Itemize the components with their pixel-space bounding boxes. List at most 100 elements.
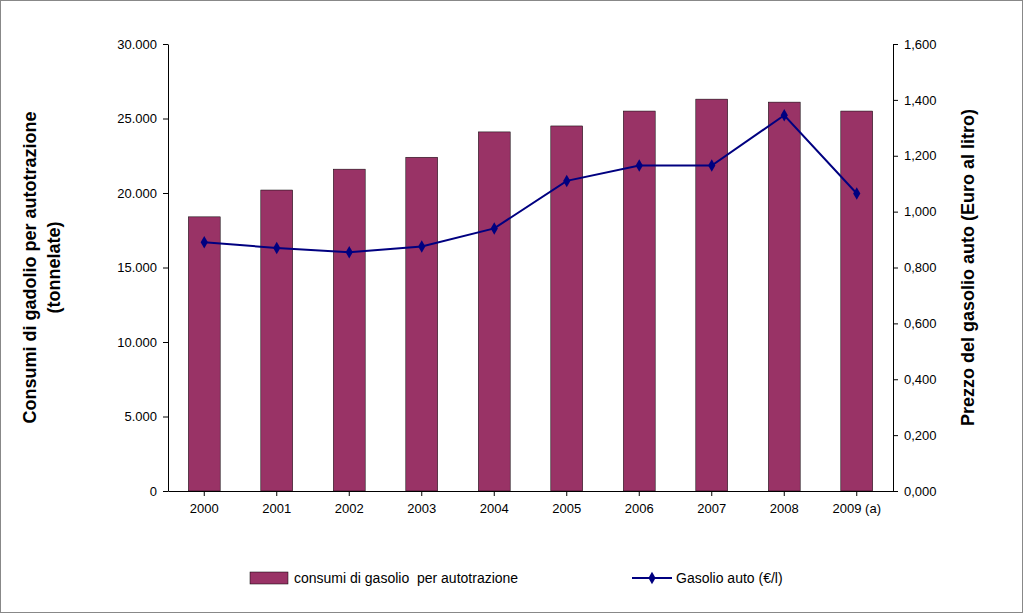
chart: 0 5.000 10.000 15.000 20.000 25.000 30.000 0,00… bbox=[0, 0, 1023, 613]
tick-mark bbox=[893, 268, 898, 269]
bar bbox=[768, 102, 800, 491]
marker bbox=[853, 187, 860, 199]
bar bbox=[333, 169, 365, 491]
marker bbox=[636, 159, 643, 171]
tick-label: 2007 bbox=[697, 501, 726, 516]
tick-mark bbox=[163, 342, 168, 343]
tick: 0,800 bbox=[893, 260, 937, 275]
legend-label: Gasolio auto (€/l) bbox=[676, 570, 783, 586]
marker bbox=[708, 159, 715, 171]
y-axis: 0 5.000 10.000 15.000 20.000 25.000 30.000 bbox=[117, 37, 168, 499]
y-axis-title-line: Consumi di gadolio per autotrazione bbox=[20, 111, 40, 423]
tick-mark bbox=[893, 44, 898, 45]
tick-label: 0,000 bbox=[904, 484, 937, 499]
bar bbox=[841, 111, 873, 491]
tick-mark bbox=[893, 491, 898, 492]
tick: 20.000 bbox=[117, 186, 168, 201]
tick-mark bbox=[893, 100, 898, 101]
bar bbox=[478, 132, 510, 491]
tick-label: 2008 bbox=[770, 501, 799, 516]
tick: 2001 bbox=[262, 491, 291, 516]
tick-label: 15.000 bbox=[117, 260, 157, 275]
tick: 0,200 bbox=[893, 428, 937, 443]
tick-mark bbox=[421, 491, 422, 496]
x-axis: 2000 2001 2002 2003 2004 2005 2006 2007 2008 2009… bbox=[169, 491, 894, 516]
bar bbox=[188, 217, 220, 491]
axis-line bbox=[168, 45, 169, 492]
tick: 2000 bbox=[190, 491, 219, 516]
legend: consumi di gasolio per autotrazione Gasol… bbox=[250, 570, 783, 586]
tick-label: 0,600 bbox=[904, 316, 937, 331]
y-axis-title-line: (tonnelate) bbox=[44, 221, 64, 313]
plot-data bbox=[188, 99, 872, 491]
tick-mark bbox=[163, 268, 168, 269]
tick: 1,400 bbox=[893, 93, 937, 108]
tick-mark bbox=[566, 491, 567, 496]
tick-mark bbox=[639, 491, 640, 496]
tick-label: 5.000 bbox=[124, 409, 157, 424]
tick: 30.000 bbox=[117, 37, 168, 52]
tick-mark bbox=[893, 435, 898, 436]
tick-mark bbox=[494, 491, 495, 496]
tick-label: 2006 bbox=[625, 501, 654, 516]
tick-label: 1,600 bbox=[904, 37, 937, 52]
tick: 25.000 bbox=[117, 111, 168, 126]
marker bbox=[346, 246, 353, 258]
chart-frame bbox=[1, 1, 1023, 613]
tick-mark bbox=[893, 212, 898, 213]
marker bbox=[563, 175, 570, 187]
tick-mark bbox=[711, 491, 712, 496]
tick-label: 25.000 bbox=[117, 111, 157, 126]
tick: 0,400 bbox=[893, 372, 937, 387]
tick-mark bbox=[204, 491, 205, 496]
tick-label: 0,200 bbox=[904, 428, 937, 443]
tick: 2003 bbox=[407, 491, 436, 516]
marker bbox=[273, 242, 280, 254]
tick: 2007 bbox=[697, 491, 726, 516]
tick-mark bbox=[893, 156, 898, 157]
tick: 1,000 bbox=[893, 204, 937, 219]
tick-label: 2000 bbox=[190, 501, 219, 516]
legend-label: consumi di gasolio per autotrazione bbox=[294, 570, 518, 586]
tick: 0,000 bbox=[893, 484, 937, 499]
tick: 10.000 bbox=[117, 335, 168, 350]
bar bbox=[261, 190, 293, 491]
tick-label: 30.000 bbox=[117, 37, 157, 52]
tick-label: 2005 bbox=[552, 501, 581, 516]
tick-mark bbox=[163, 119, 168, 120]
tick-label: 1,400 bbox=[904, 93, 937, 108]
legend-marker bbox=[648, 572, 655, 584]
tick-mark bbox=[163, 44, 168, 45]
tick: 15.000 bbox=[117, 260, 168, 275]
tick-mark bbox=[276, 491, 277, 496]
tick: 2008 bbox=[770, 491, 799, 516]
tick: 2002 bbox=[335, 491, 364, 516]
tick-label: 2003 bbox=[407, 501, 436, 516]
tick: 5.000 bbox=[124, 409, 168, 424]
tick-label: 1,200 bbox=[904, 148, 937, 163]
tick: 2004 bbox=[480, 491, 509, 516]
tick-label: 0,400 bbox=[904, 372, 937, 387]
bar bbox=[551, 126, 583, 491]
tick: 2005 bbox=[552, 491, 581, 516]
tick: 2009 (a) bbox=[833, 491, 881, 516]
tick-label: 1,000 bbox=[904, 204, 937, 219]
tick-label: 0 bbox=[150, 484, 157, 499]
tick: 0 bbox=[150, 484, 168, 499]
tick-mark bbox=[163, 193, 168, 194]
tick-mark bbox=[784, 491, 785, 496]
tick-label: 2002 bbox=[335, 501, 364, 516]
bar bbox=[406, 157, 438, 491]
legend-swatch bbox=[250, 572, 288, 584]
y-axis-title: Consumi di gadolio per autotrazione(tonn… bbox=[20, 111, 64, 423]
y2-axis-title: Prezzo del gasolio auto (Euro al litro) bbox=[958, 109, 978, 426]
tick-label: 2004 bbox=[480, 501, 509, 516]
tick-label: 10.000 bbox=[117, 335, 157, 350]
tick-label: 20.000 bbox=[117, 186, 157, 201]
marker bbox=[418, 240, 425, 252]
tick-mark bbox=[856, 491, 857, 496]
marker bbox=[781, 109, 788, 121]
tick: 0,600 bbox=[893, 316, 937, 331]
tick-label: 0,800 bbox=[904, 260, 937, 275]
line bbox=[204, 115, 857, 252]
